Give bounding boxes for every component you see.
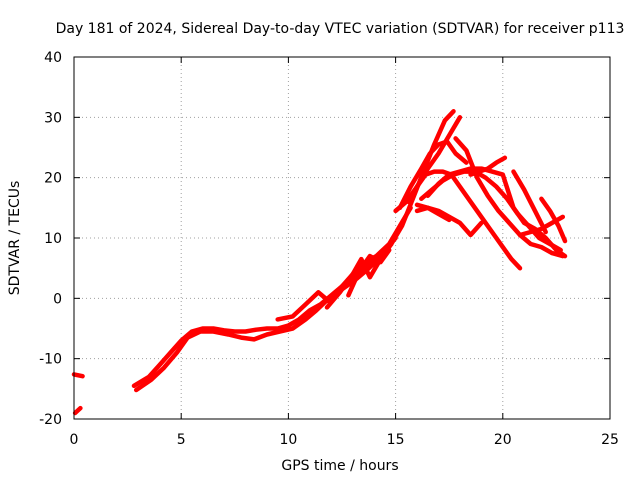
- series-arc-3: [131, 235, 398, 389]
- series-arc-4: [133, 241, 394, 393]
- y-tick-label: 10: [44, 231, 62, 247]
- x-tick-label: 15: [387, 432, 405, 448]
- plot-frame: [73, 56, 611, 420]
- series-arc-6: [324, 109, 456, 310]
- y-axis-label: SDTVAR / TECUs: [7, 181, 23, 296]
- series-arc-9: [397, 139, 469, 211]
- x-tick-label: 25: [601, 432, 619, 448]
- series-arc-2: [72, 405, 83, 416]
- series-arc-7: [346, 247, 392, 298]
- y-tick-label: 0: [53, 291, 62, 307]
- grid: [74, 57, 610, 419]
- series-arc-16: [453, 136, 566, 259]
- y-tick-labels: -20 -10 0 10 20 30 40: [39, 50, 62, 428]
- y-tick-label: -20: [39, 412, 62, 428]
- x-axis-label: GPS time / hours: [281, 458, 398, 474]
- x-tick-label: 0: [70, 432, 79, 448]
- series-arc-1: [71, 372, 85, 379]
- y-tick-label: 20: [44, 171, 62, 187]
- x-tick-label: 10: [279, 432, 297, 448]
- y-tick-label: 30: [44, 110, 62, 126]
- y-tick-label: 40: [44, 50, 62, 66]
- series-arc-19: [539, 196, 568, 244]
- y-tick-label: -10: [39, 352, 62, 368]
- series-arc-13: [414, 202, 452, 223]
- chart-title: Day 181 of 2024, Sidereal Day-to-day VTE…: [56, 21, 625, 37]
- series-arc-5: [275, 205, 413, 322]
- x-tick-labels: 0 5 10 15 20 25: [70, 432, 619, 448]
- series-arc-10: [406, 169, 523, 271]
- series-arc-14: [425, 166, 568, 259]
- data-series: [71, 109, 568, 416]
- x-tick-label: 5: [177, 432, 186, 448]
- x-tick-label: 20: [494, 432, 512, 448]
- series-arc-17: [511, 169, 548, 235]
